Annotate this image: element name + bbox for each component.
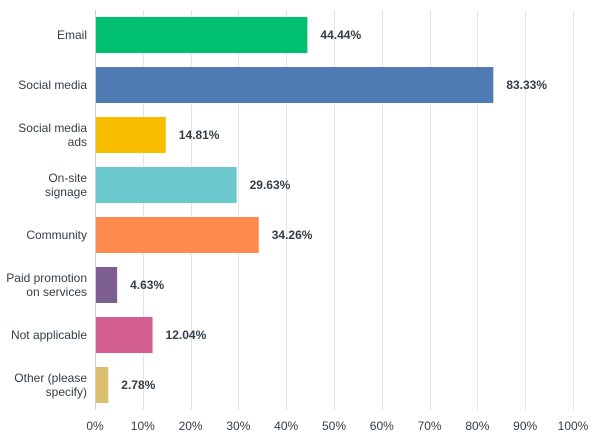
value-label-7: 2.78% — [121, 378, 155, 392]
value-label-5: 4.63% — [130, 278, 164, 292]
value-label-0: 44.44% — [320, 28, 361, 42]
category-label-1: Social media — [18, 78, 87, 92]
value-label-6: 12.04% — [166, 328, 207, 342]
bar-2 — [96, 117, 166, 153]
x-tick-label-30: 30% — [226, 419, 250, 433]
category-label-5: Paid promotion on services — [6, 271, 87, 299]
x-tick-label-40: 40% — [274, 419, 298, 433]
category-label-6: Not applicable — [11, 328, 87, 342]
x-tick-label-20: 20% — [179, 419, 203, 433]
x-tick-label-90: 90% — [513, 419, 537, 433]
bars — [96, 17, 494, 403]
bar-5 — [96, 267, 118, 303]
value-label-4: 34.26% — [272, 228, 313, 242]
bar-0 — [96, 17, 308, 53]
x-axis-tick-labels: 0% 10% 20% 30% 40% 50% 60% 70% 80% 90% 100% — [86, 419, 588, 433]
bar-3 — [96, 167, 237, 203]
bar-4 — [96, 217, 259, 253]
category-label-3: On-site signage — [45, 171, 87, 199]
x-tick-label-0: 0% — [86, 419, 104, 433]
category-labels: Email Social media Social media ads On-site s… — [6, 28, 87, 399]
x-tick-label-10: 10% — [131, 419, 155, 433]
value-label-3: 29.63% — [250, 178, 291, 192]
x-tick-label-100: 100% — [558, 419, 589, 433]
category-label-2: Social media ads — [18, 121, 87, 149]
value-label-1: 83.33% — [506, 78, 547, 92]
bar-7 — [96, 367, 109, 403]
bar-1 — [96, 67, 494, 103]
x-tick-label-70: 70% — [418, 419, 442, 433]
category-label-7: Other (please specify) — [14, 371, 87, 399]
value-labels: 44.44% 83.33% 14.81% 29.63% 34.26% 4.63% 12.04… — [121, 28, 547, 392]
bar-6 — [96, 317, 153, 353]
x-tick-label-60: 60% — [370, 419, 394, 433]
category-label-4: Community — [26, 228, 87, 242]
x-tick-label-50: 50% — [322, 419, 346, 433]
x-tick-label-80: 80% — [465, 419, 489, 433]
category-label-0: Email — [57, 28, 87, 42]
value-label-2: 14.81% — [179, 128, 220, 142]
